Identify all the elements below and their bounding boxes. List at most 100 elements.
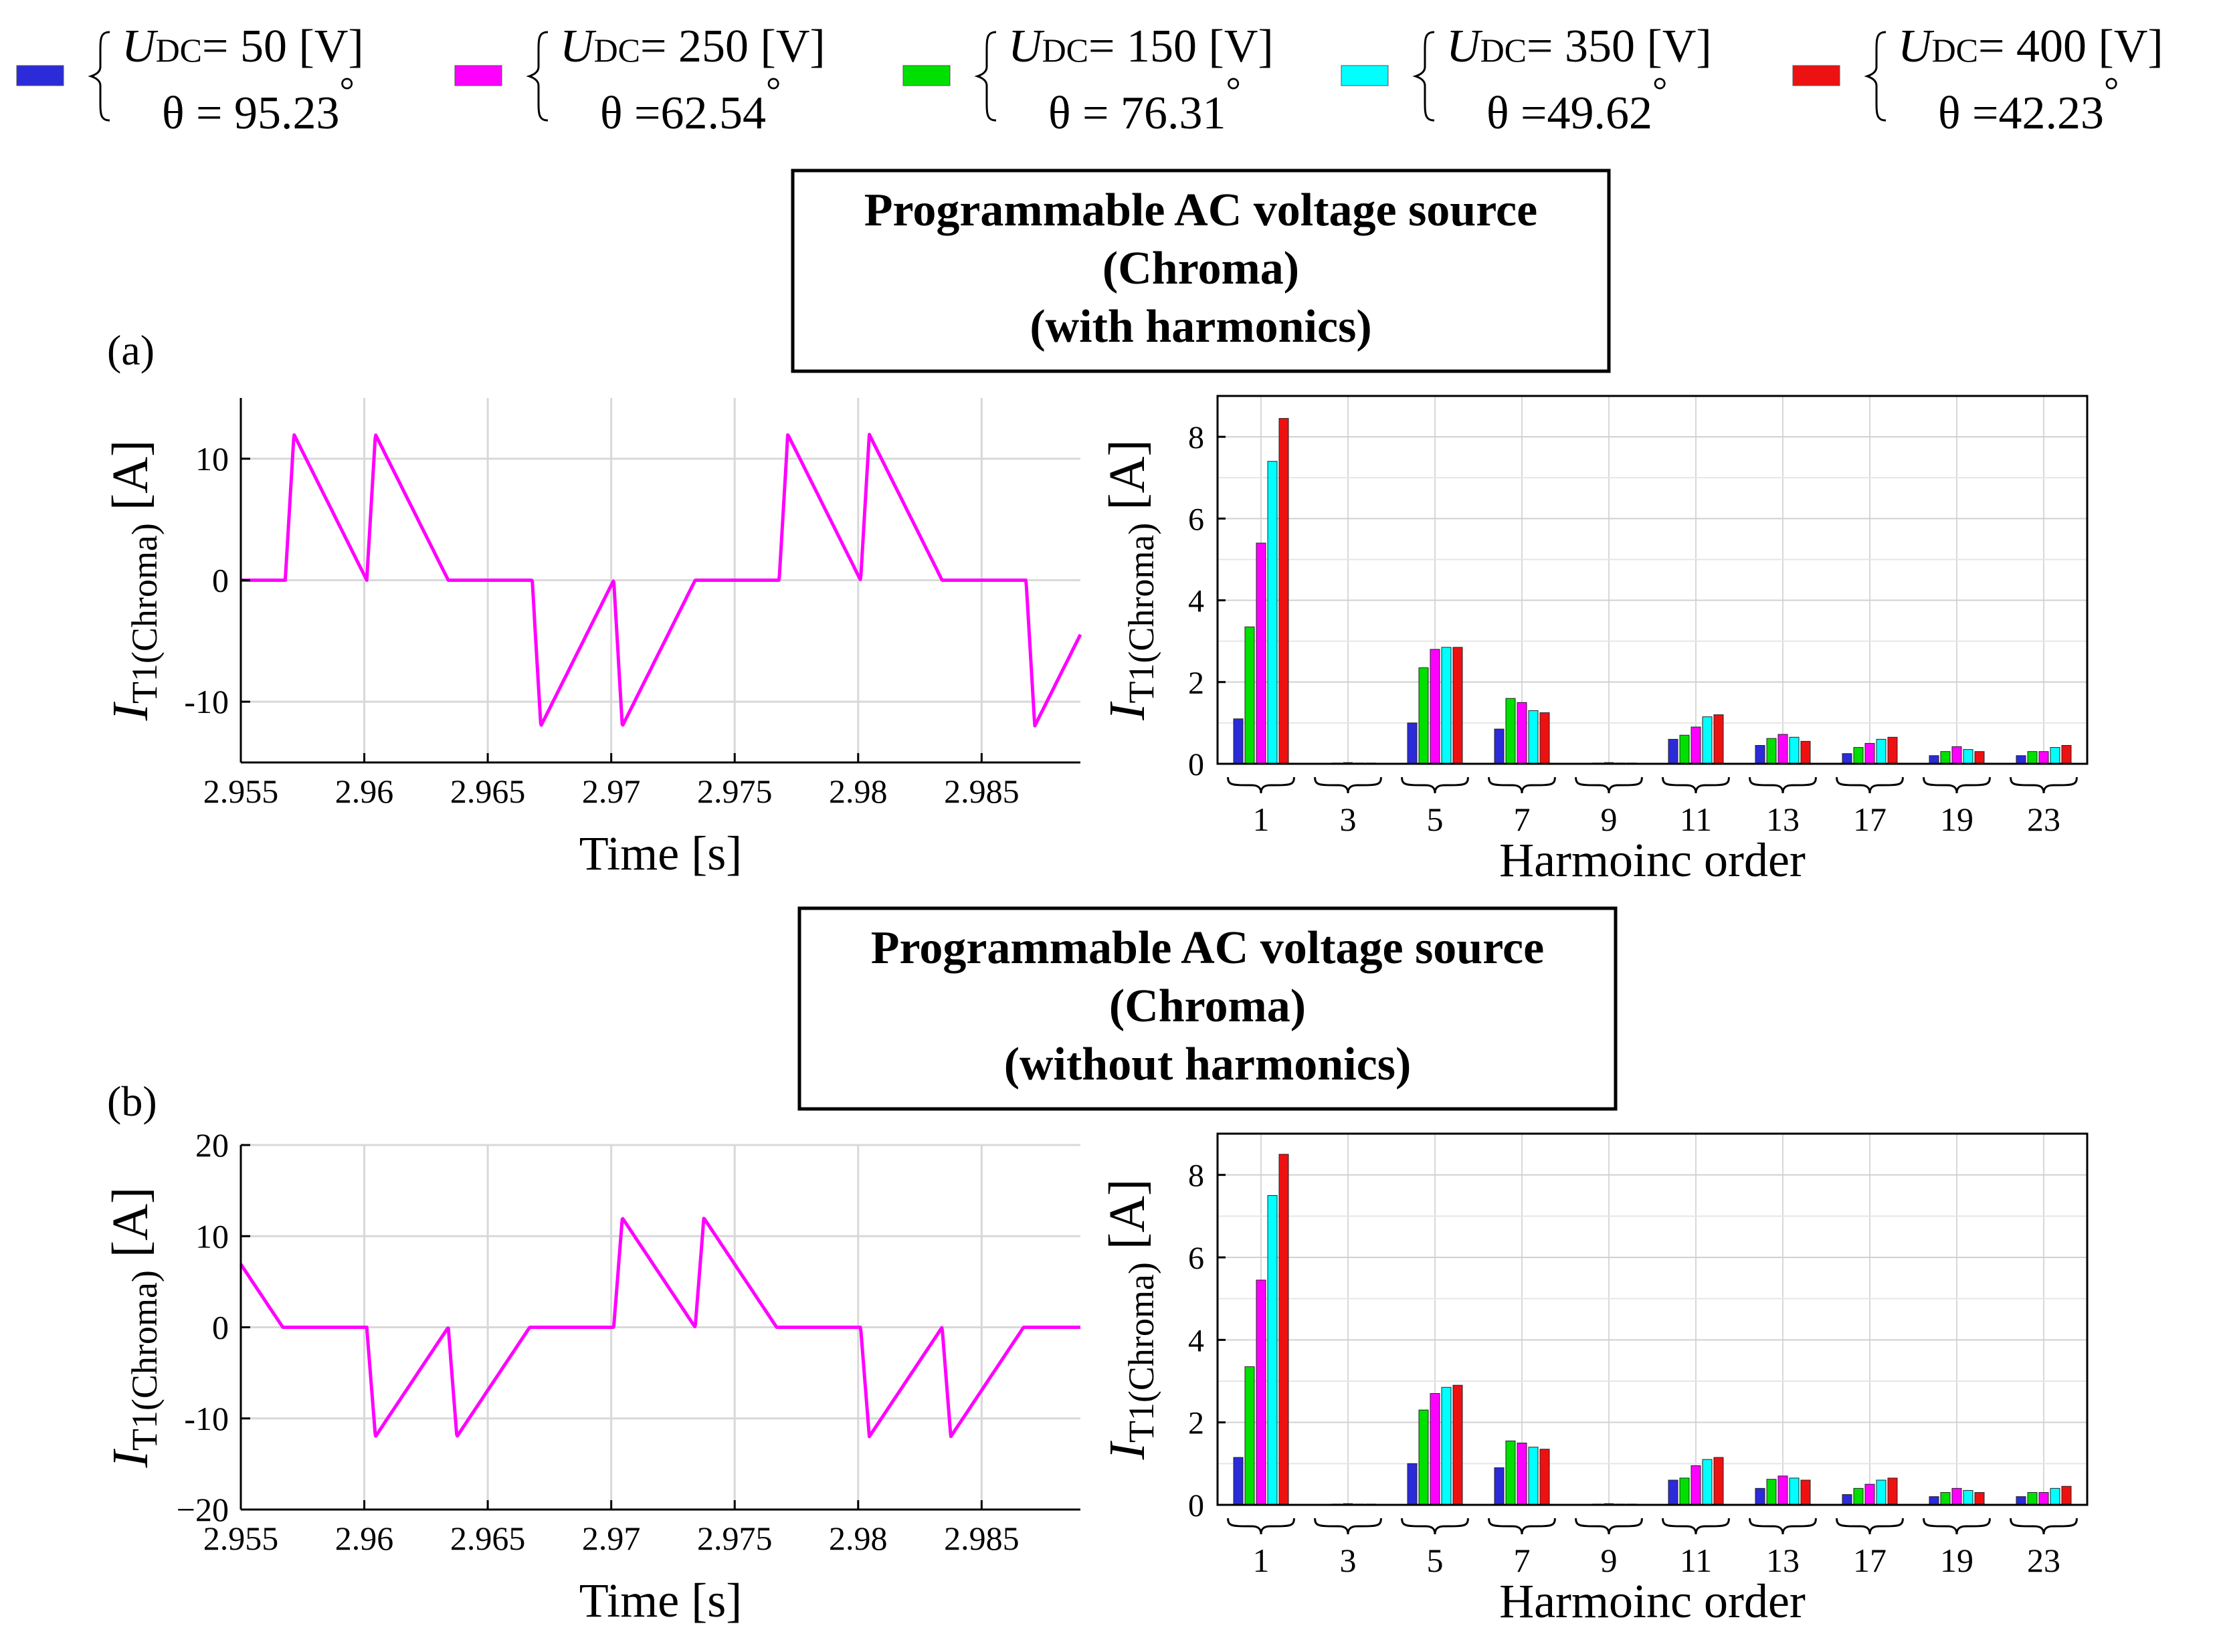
bar (1267, 1195, 1278, 1506)
x-tick-label: 13 (1766, 1542, 1800, 1579)
x-tick-label: 13 (1766, 801, 1800, 838)
legend-entry: UDC= 350 [V]θ =49.62° (1341, 21, 1712, 139)
bar (1452, 647, 1463, 764)
y-tick-label: 10 (195, 440, 229, 478)
x-tick-label: 19 (1940, 1542, 1973, 1579)
bar (1842, 1494, 1852, 1506)
title-box-border (797, 906, 1618, 1111)
legend-udc: UDC= 50 [V] (122, 21, 364, 72)
bar (1233, 1457, 1244, 1506)
x-tick-label: 2.97 (582, 772, 641, 810)
bar (1800, 1479, 1811, 1506)
charts: 2.955 2.96 2.965 2.97 2.975 2.98 2.985-10010Ti… (102, 395, 2089, 1628)
y-axis-label: IT1(Chroma) [A] (1099, 1179, 1161, 1461)
x-tick-label: 5 (1427, 1542, 1444, 1579)
bar (1668, 1479, 1678, 1506)
bar (1418, 1409, 1429, 1506)
bar (1929, 755, 1939, 764)
bar (2050, 747, 2060, 764)
title-box-line: (with harmonics) (1030, 301, 1371, 352)
x-tick-label: 17 (1853, 1542, 1887, 1579)
x-tick-label: 2.96 (335, 772, 394, 810)
bar (1940, 751, 1951, 764)
legend: UDC= 50 [V]θ = 95.23° UDC= 250 [V]θ =62.5… (16, 21, 2163, 139)
x-tick-label: 2.96 (335, 1520, 394, 1557)
bar (1528, 710, 1539, 764)
bar (1441, 1386, 1452, 1506)
x-tick-label: 2.965 (450, 772, 526, 810)
legend-theta: θ = 76.31° (1048, 70, 1241, 139)
category-brace (1314, 777, 1382, 794)
legend-theta: θ =49.62° (1486, 70, 1667, 139)
y-tick-label: −20 (177, 1491, 229, 1528)
bar (1929, 1496, 1939, 1506)
category-brace (1836, 1518, 1904, 1535)
legend-brace (974, 31, 997, 122)
bar (1407, 722, 1418, 764)
bar (1766, 1479, 1777, 1506)
title-box-line: Programmable AC voltage source (871, 922, 1544, 974)
bar (1407, 1463, 1418, 1506)
x-tick-label: 1 (1253, 1542, 1270, 1579)
category-brace (1488, 777, 1556, 794)
y-axis-label: IT1(Chroma) [A] (102, 1187, 165, 1469)
category-brace (1401, 1518, 1469, 1535)
x-tick-label: 2.965 (450, 1520, 526, 1557)
x-tick-label: 2.955 (203, 1520, 279, 1557)
bar (2038, 751, 2049, 764)
x-tick-label: 19 (1940, 801, 1973, 838)
bar (1702, 716, 1713, 764)
bar (1853, 747, 1864, 764)
category-brace (1749, 1518, 1817, 1535)
legend-swatch (902, 65, 951, 86)
bar (1951, 746, 1962, 764)
y-tick-label: 0 (1188, 747, 1204, 783)
bar (1528, 1447, 1539, 1506)
category-brace (1662, 777, 1730, 794)
category-brace (1575, 777, 1643, 794)
legend-entry: UDC= 250 [V]θ =62.54° (454, 21, 826, 139)
bar (1418, 667, 1429, 764)
bar (1789, 736, 1800, 764)
category-brace (1923, 777, 1991, 794)
bar (1452, 1384, 1463, 1506)
bar (1800, 740, 1811, 764)
category-brace (1401, 777, 1469, 794)
bar (2061, 1485, 2072, 1506)
bar (1494, 1467, 1505, 1506)
bar (1517, 702, 1527, 764)
y-tick-label: 0 (212, 1309, 229, 1346)
panel-label: (b) (107, 1077, 157, 1125)
x-axis-label: Time [s] (579, 1574, 742, 1627)
legend-theta: θ =62.54° (600, 70, 781, 139)
bar (1974, 1492, 1985, 1506)
x-tick-label: 2.985 (944, 1520, 1020, 1557)
bar (1876, 738, 1887, 764)
plot-frame (1216, 395, 2089, 765)
bar (2038, 1492, 2049, 1506)
legend-swatch (1792, 65, 1840, 86)
x-tick-label: 1 (1253, 801, 1270, 838)
category-brace (1488, 1518, 1556, 1535)
legend-entry: UDC= 50 [V]θ = 95.23° (16, 21, 364, 139)
x-tick-label: 11 (1680, 1542, 1712, 1579)
bar (1278, 418, 1289, 764)
legend-entry: UDC= 150 [V]θ = 76.31° (902, 21, 1274, 139)
category-brace (2010, 777, 2078, 794)
series-line (239, 433, 1082, 728)
bar (1702, 1459, 1713, 1506)
bar (1789, 1477, 1800, 1506)
title-box: Programmable AC voltage source (Chroma) (w… (791, 169, 1611, 373)
legend-brace (1864, 31, 1887, 122)
bar (1887, 736, 1898, 764)
bar (1864, 742, 1875, 764)
series-line (239, 1217, 1082, 1439)
x-tick-label: 2.985 (944, 772, 1020, 810)
y-tick-label: 4 (1188, 1323, 1204, 1358)
title-box-line: (Chroma) (1102, 243, 1299, 294)
category-brace (1227, 777, 1295, 794)
bar (1256, 1279, 1266, 1506)
title-box: Programmable AC voltage source (Chroma) (w… (797, 906, 1618, 1111)
